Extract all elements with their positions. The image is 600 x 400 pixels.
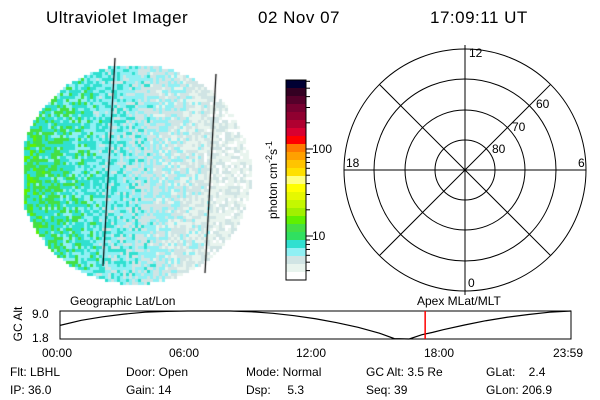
latitude-circle [404, 109, 526, 231]
info-ip: IP: 36.0 [10, 383, 52, 397]
geographic-label: Geographic Lat/Lon [70, 294, 176, 308]
colorbar-band [286, 264, 306, 273]
latitude-circle [373, 78, 557, 262]
info-gain: Gain: 14 [126, 383, 172, 397]
colorbar-band [286, 232, 306, 241]
time-label: 17:09:11 UT [430, 8, 528, 27]
colorbar-band [286, 184, 306, 193]
colorbar-band [286, 272, 306, 281]
x-tick-2359: 23:59 [553, 346, 584, 360]
info-door: Door: Open [126, 365, 189, 379]
info-gc-alt: GC Alt: 3.5 Re [366, 365, 443, 379]
x-tick-1200: 12:00 [296, 346, 327, 360]
x-tick-0600: 06:00 [169, 346, 200, 360]
x-tick-0000: 00:00 [42, 346, 73, 360]
y-tick-9: 9.0 [32, 307, 49, 321]
colorbar-band [286, 88, 306, 97]
mlt-label-0: 0 [468, 276, 475, 290]
colorbar-band [286, 216, 306, 225]
date-label: 02 Nov 07 [258, 8, 340, 27]
mlt-label-6: 6 [578, 156, 585, 170]
colorbar-band [286, 152, 306, 161]
instrument-title: Ultraviolet Imager [46, 8, 189, 27]
colorbar-units-label: photon cm-2s-1 [264, 140, 280, 220]
colorbar-frame [285, 79, 307, 281]
colorbar-band [286, 144, 306, 153]
colorbar-band [286, 104, 306, 113]
info-seq: Seq: 39 [366, 383, 408, 397]
colorbar-band [286, 208, 306, 217]
colorbar-band [286, 112, 306, 121]
colorbar-band [286, 200, 306, 209]
colorbar-band [286, 96, 306, 105]
mlt-diagonal [379, 84, 551, 256]
lat-label-70: 70 [512, 120, 526, 134]
info-filter: Flt: LBHL [10, 365, 61, 379]
colorbar-band [286, 248, 306, 257]
timeline-frame [59, 310, 572, 340]
x-tick-1800: 18:00 [424, 346, 455, 360]
mlt-diagonal [379, 84, 551, 256]
latitude-circle [434, 139, 496, 201]
colorbar-band [286, 224, 306, 233]
colorbar-band [286, 240, 306, 249]
colorbar-tick-10: 10 [312, 229, 326, 243]
colorbar-band [286, 80, 306, 89]
latitude-circle [343, 48, 587, 292]
mlt-label-18: 18 [346, 156, 360, 170]
info-glat: GLat: 2.4 [486, 365, 546, 379]
info-dsp: Dsp: 5.3 [246, 383, 305, 397]
colorbar-band [286, 120, 306, 129]
mlt-label-12: 12 [469, 46, 483, 60]
colorbar-band [286, 160, 306, 169]
colorbar-band [286, 136, 306, 145]
y-tick-1-8: 1.8 [32, 331, 49, 345]
colorbar-band [286, 128, 306, 137]
gc-alt-axis-label: GC Alt [11, 306, 25, 342]
colorbar-band [286, 176, 306, 185]
colorbar-band [286, 256, 306, 265]
lat-label-60: 60 [536, 97, 550, 111]
apex-label: Apex MLat/MLT [417, 294, 501, 308]
colorbar-tick-100: 100 [312, 142, 333, 156]
info-glon: GLon: 206.9 [486, 383, 553, 397]
lat-label-80: 80 [492, 142, 506, 156]
colorbar-band [286, 168, 306, 177]
altitude-line [59, 310, 572, 340]
colorbar-band [286, 192, 306, 201]
info-mode: Mode: Normal [246, 365, 322, 379]
